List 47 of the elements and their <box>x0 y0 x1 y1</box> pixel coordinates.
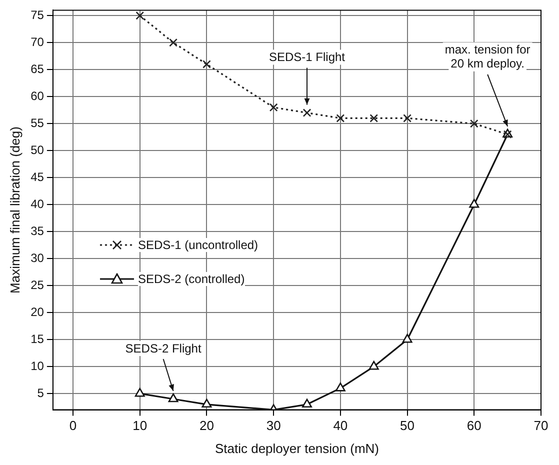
x-tick-label: 30 <box>266 418 281 434</box>
x-tick-label: 40 <box>333 418 348 434</box>
y-tick-label: 60 <box>30 88 44 103</box>
x-tick-label: 10 <box>132 418 148 434</box>
y-tick-label: 65 <box>30 62 44 76</box>
y-tick-label: 50 <box>30 142 44 157</box>
annotation: SEDS-2 Flight <box>125 341 202 356</box>
point <box>469 198 480 208</box>
y-tick-label: 15 <box>30 332 44 346</box>
y-tick-label: 20 <box>30 304 44 319</box>
x-tick-label: 60 <box>466 418 482 434</box>
y-tick-label: 45 <box>30 170 44 184</box>
y-tick-label: 35 <box>30 224 44 238</box>
point <box>136 11 144 20</box>
point <box>202 398 212 408</box>
y-tick-label: 75 <box>30 8 44 22</box>
y-tick-label: 40 <box>30 196 44 211</box>
point <box>302 108 312 117</box>
point <box>470 119 478 128</box>
y-tick-label: 55 <box>30 116 44 130</box>
y-tick-label: 30 <box>30 250 44 265</box>
y-tick-label: 25 <box>30 278 44 292</box>
point <box>302 398 312 408</box>
point <box>168 393 178 402</box>
annotation: SEDS-1 Flight <box>268 50 346 64</box>
point <box>336 114 345 122</box>
x-tick-label: 50 <box>400 418 415 434</box>
x-axis-title: Static deployer tension (mN) <box>214 440 379 456</box>
legend-label: SEDS-2 (controlled) <box>138 272 245 286</box>
x-tick-label: 70 <box>534 418 548 434</box>
x-tick-label: 20 <box>199 418 214 434</box>
point <box>370 114 378 122</box>
y-axis-title: Maximum final libration (deg) <box>7 126 22 294</box>
point <box>134 388 145 397</box>
point <box>402 334 412 343</box>
point <box>368 360 379 370</box>
point <box>202 60 211 68</box>
legend-label: SEDS-1 (uncontrolled) <box>138 238 258 252</box>
point <box>403 114 412 122</box>
point <box>335 382 346 392</box>
point <box>169 38 178 47</box>
annotation: max. tension for 20 km deploy. <box>444 42 530 71</box>
point <box>269 103 278 112</box>
y-tick-label: 10 <box>30 358 44 373</box>
y-tick-label: 5 <box>37 386 44 400</box>
y-tick-label: 70 <box>30 34 44 49</box>
x-tick-label: 0 <box>69 418 77 434</box>
